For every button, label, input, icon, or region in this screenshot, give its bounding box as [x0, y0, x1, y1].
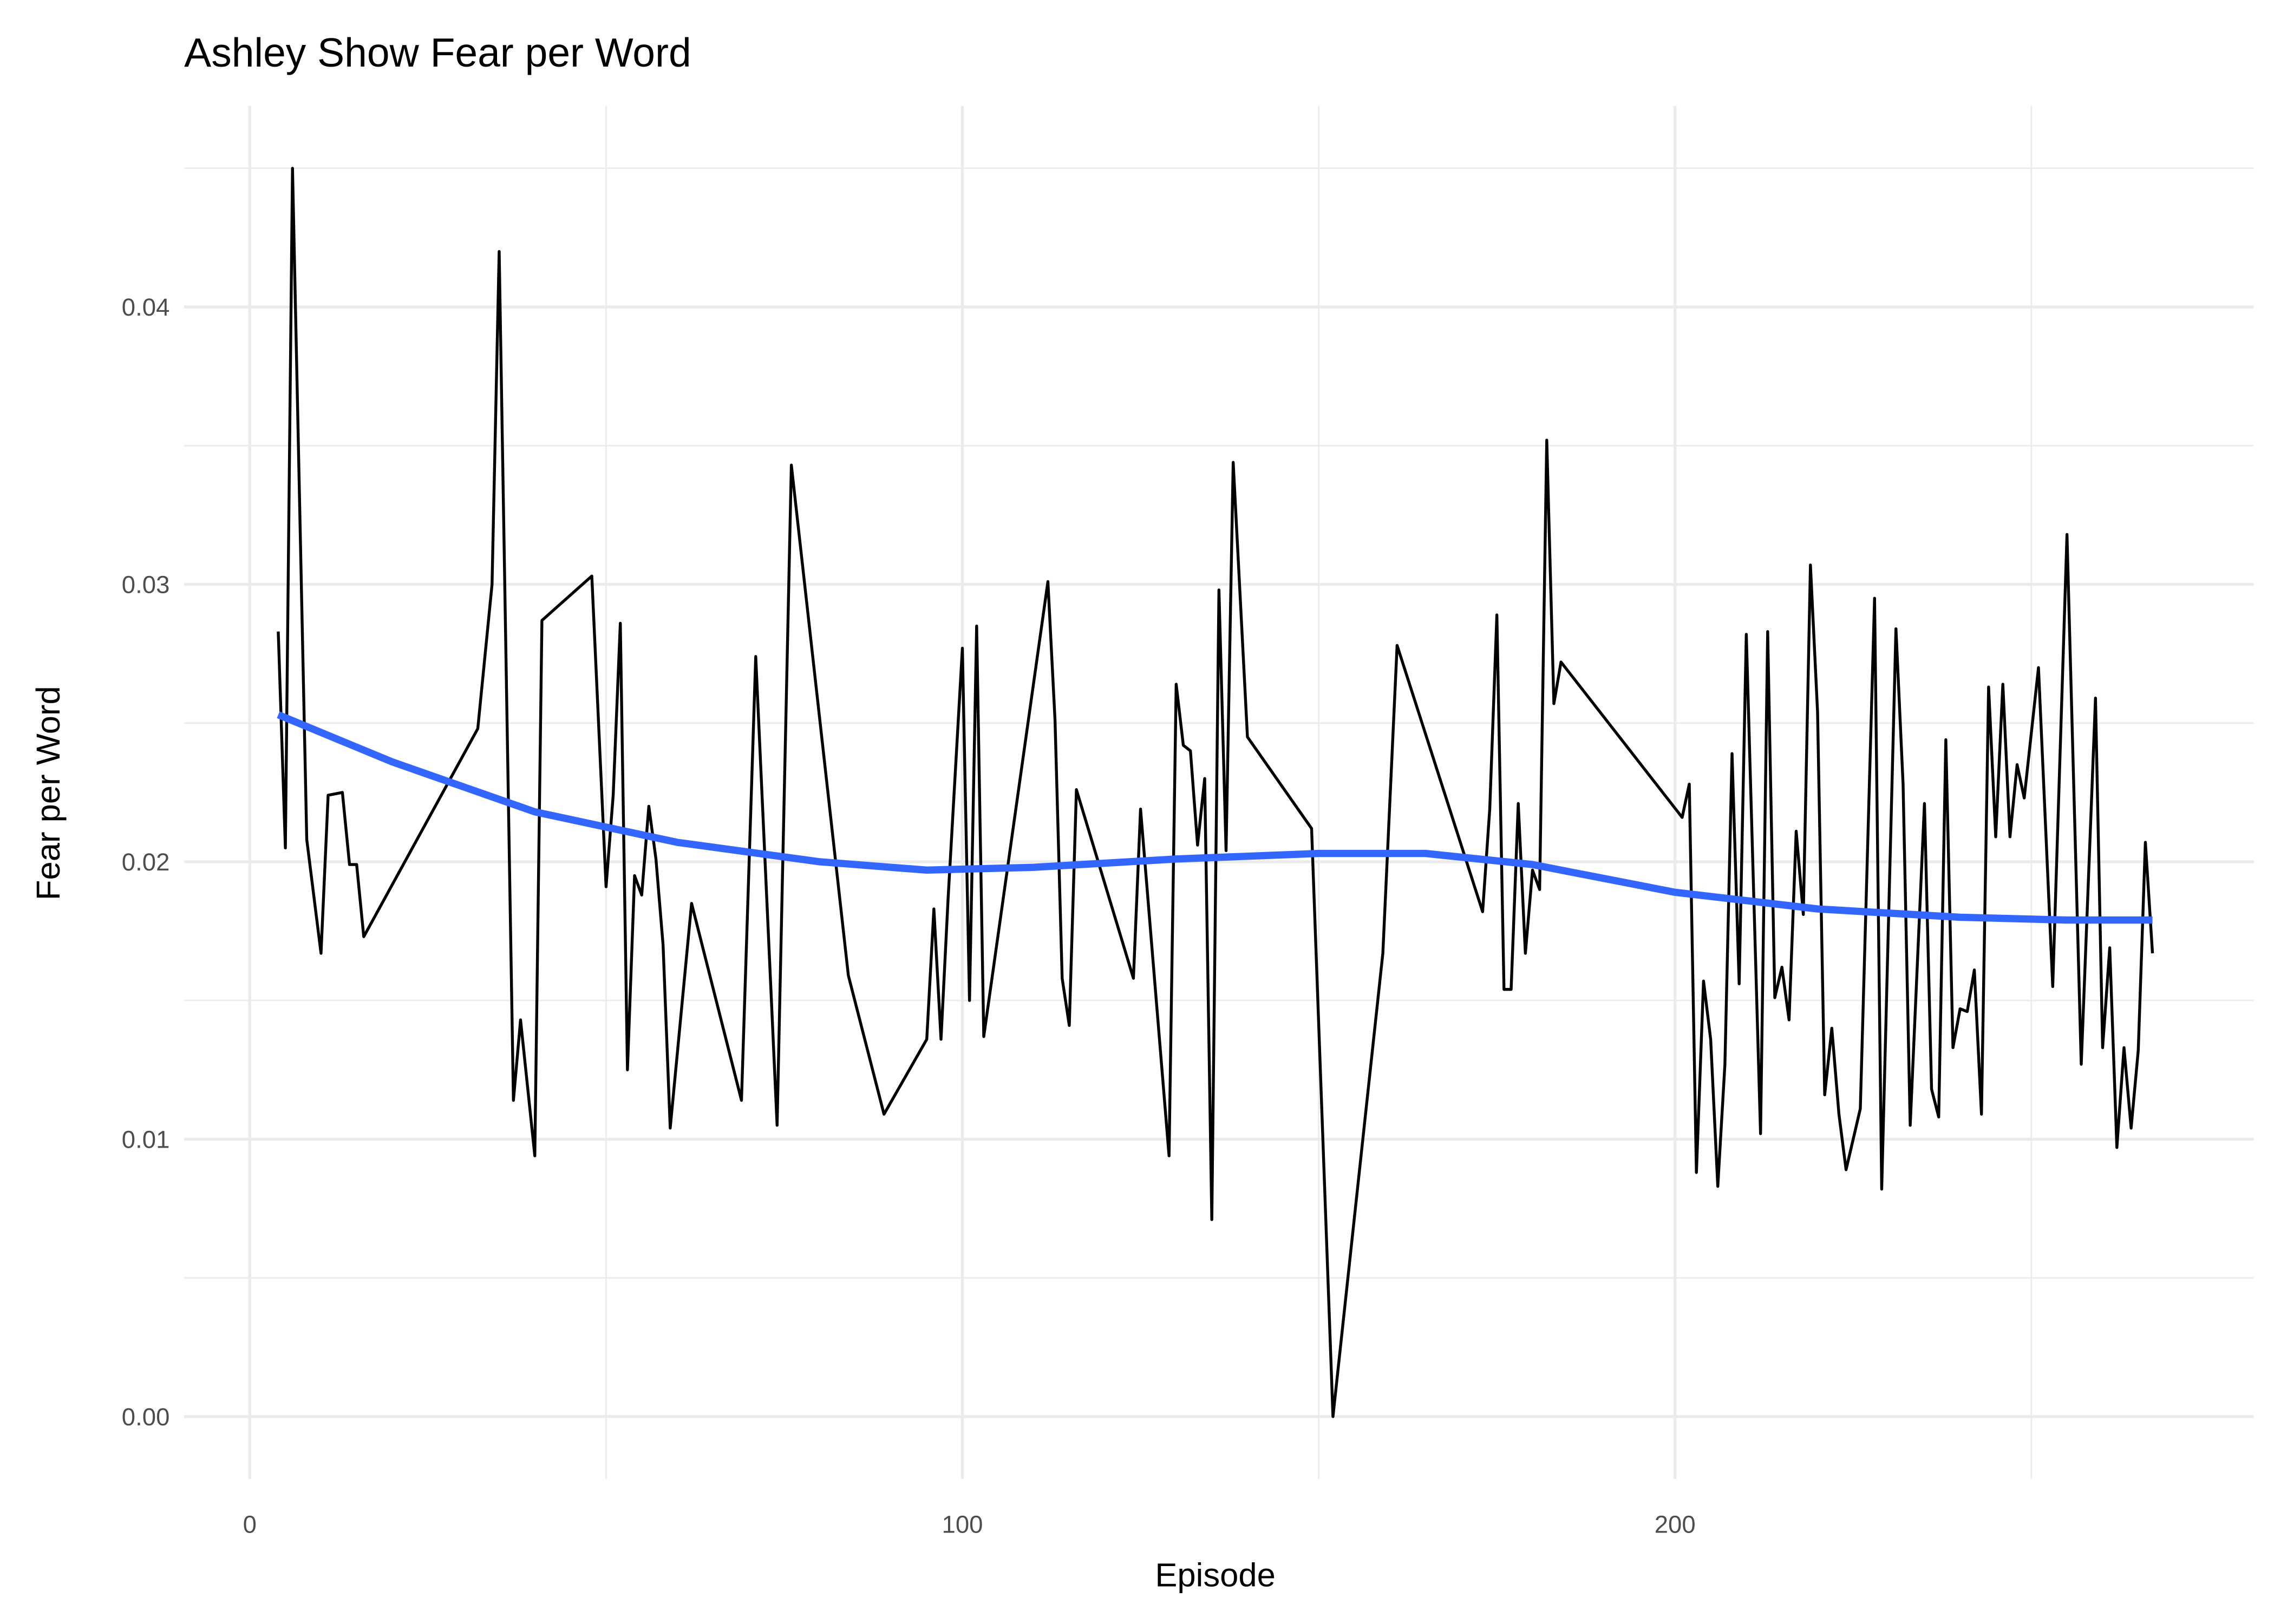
x-axis-title: Episode	[1155, 1556, 1276, 1594]
data-line	[277, 711, 2153, 924]
x-tick-label: 100	[942, 1510, 983, 1538]
y-tick-label: 0.02	[122, 848, 170, 876]
y-tick-label: 0.04	[122, 293, 170, 321]
y-tick-label: 0.01	[122, 1125, 170, 1153]
x-tick-label: 0	[243, 1510, 257, 1538]
y-axis-title: Fear per Word	[30, 686, 67, 900]
data-line	[277, 167, 2154, 1418]
x-tick-label: 200	[1655, 1510, 1696, 1538]
chart-title: Ashley Show Fear per Word	[184, 30, 691, 75]
y-tick-label: 0.03	[122, 571, 170, 599]
y-tick-label: 0.00	[122, 1403, 170, 1431]
